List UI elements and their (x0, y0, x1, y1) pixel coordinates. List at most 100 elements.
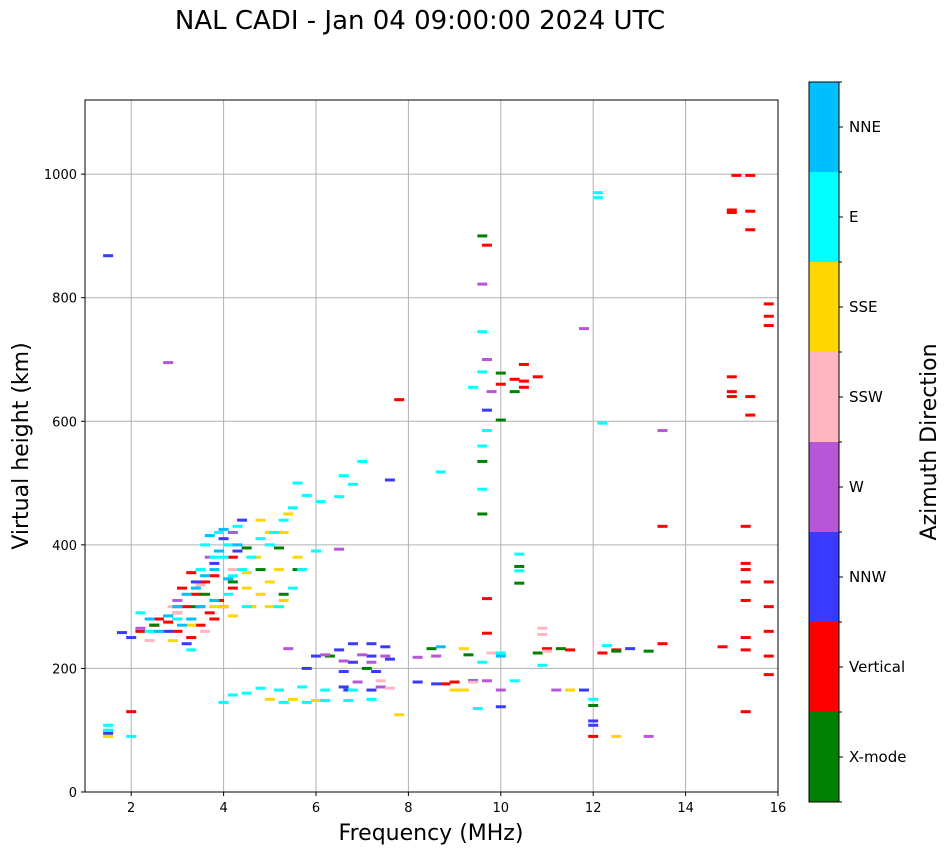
data-point (477, 459, 488, 463)
data-point (740, 561, 751, 565)
colorbar-tick-label: NNE (849, 118, 881, 136)
colorbar-frame (808, 81, 840, 803)
data-point (274, 605, 285, 609)
data-point (412, 655, 423, 659)
data-point (320, 688, 331, 692)
data-point (578, 327, 589, 331)
data-point (597, 651, 608, 655)
data-point (103, 728, 114, 732)
data-point (740, 580, 751, 584)
chart-title: NAL CADI - Jan 04 09:00:00 2024 UTC (174, 6, 666, 36)
data-point (477, 282, 488, 286)
data-point (213, 531, 224, 534)
data-point (103, 731, 114, 735)
data-point (625, 647, 636, 651)
data-point (343, 699, 354, 703)
plot-frame (84, 99, 779, 793)
data-point (209, 617, 220, 621)
data-point (103, 734, 114, 738)
x-tick-label: 10 (493, 801, 510, 816)
data-point (578, 688, 589, 692)
data-point (394, 398, 405, 402)
x-axis-label: Frequency (MHz) (339, 821, 524, 846)
data-point (241, 605, 252, 609)
data-point (763, 314, 774, 318)
data-point (320, 699, 331, 703)
data-point (103, 254, 114, 258)
data-point (458, 647, 469, 651)
data-point (287, 506, 298, 510)
colorbar-tick-label: NNW (849, 568, 886, 586)
data-point (227, 574, 238, 578)
data-point (472, 707, 483, 711)
data-point (361, 666, 372, 670)
data-point (717, 645, 728, 649)
data-point (181, 642, 192, 646)
data-point (204, 534, 215, 538)
data-point (532, 375, 543, 379)
data-point (657, 524, 668, 528)
data-point (334, 495, 345, 499)
data-point (227, 586, 238, 590)
data-point (435, 645, 446, 649)
colorbar-segment (809, 352, 839, 442)
data-point (763, 580, 774, 584)
data-point (763, 324, 774, 328)
colorbar-tick-label: X-mode (849, 748, 906, 766)
data-point (126, 710, 137, 714)
data-point (431, 654, 442, 658)
data-point (186, 648, 197, 652)
data-point (144, 629, 155, 633)
data-point (283, 512, 294, 516)
data-point (278, 592, 289, 596)
data-point (218, 537, 229, 541)
data-point (394, 713, 405, 717)
data-point (255, 686, 266, 690)
data-point (592, 196, 603, 200)
x-axis-ticks: 2 4 6 8 10 12 14 16 (127, 792, 786, 816)
data-point (740, 648, 751, 652)
data-point (481, 408, 492, 412)
x-tick-label: 12 (585, 801, 602, 816)
colorbar: X-mode Vertical NNW W SSW SSE E NNE (808, 81, 906, 803)
colorbar-tick-label: Vertical (849, 658, 905, 676)
data-point (255, 568, 266, 572)
data-point (477, 234, 488, 238)
data-point (334, 547, 345, 551)
series-e (103, 191, 613, 738)
data-point (135, 626, 146, 630)
data-point (745, 173, 756, 177)
data-point (763, 302, 774, 306)
data-point (209, 605, 220, 609)
data-point (440, 682, 451, 686)
data-point (320, 653, 331, 657)
data-point (412, 680, 423, 684)
plot-area (85, 100, 778, 792)
data-point (509, 390, 520, 394)
data-point (338, 685, 349, 689)
data-point (643, 734, 654, 738)
data-point (588, 734, 599, 738)
data-point (426, 647, 437, 651)
data-point (740, 598, 751, 602)
data-point (477, 512, 488, 516)
data-point (292, 555, 303, 559)
x-tick-label: 6 (312, 801, 320, 816)
data-point (274, 546, 285, 550)
data-point (495, 418, 506, 422)
data-point (384, 686, 395, 690)
data-point (297, 568, 308, 572)
data-point (588, 697, 599, 701)
data-point (740, 636, 751, 640)
data-point (435, 470, 446, 474)
data-point (611, 734, 622, 738)
data-point (287, 697, 298, 701)
data-point (537, 626, 548, 630)
data-point (218, 700, 229, 704)
data-point (495, 705, 506, 709)
data-point (232, 524, 243, 528)
data-point (177, 586, 188, 590)
data-point (167, 639, 178, 643)
y-tick-label: 400 (52, 539, 77, 554)
data-point (195, 583, 206, 587)
